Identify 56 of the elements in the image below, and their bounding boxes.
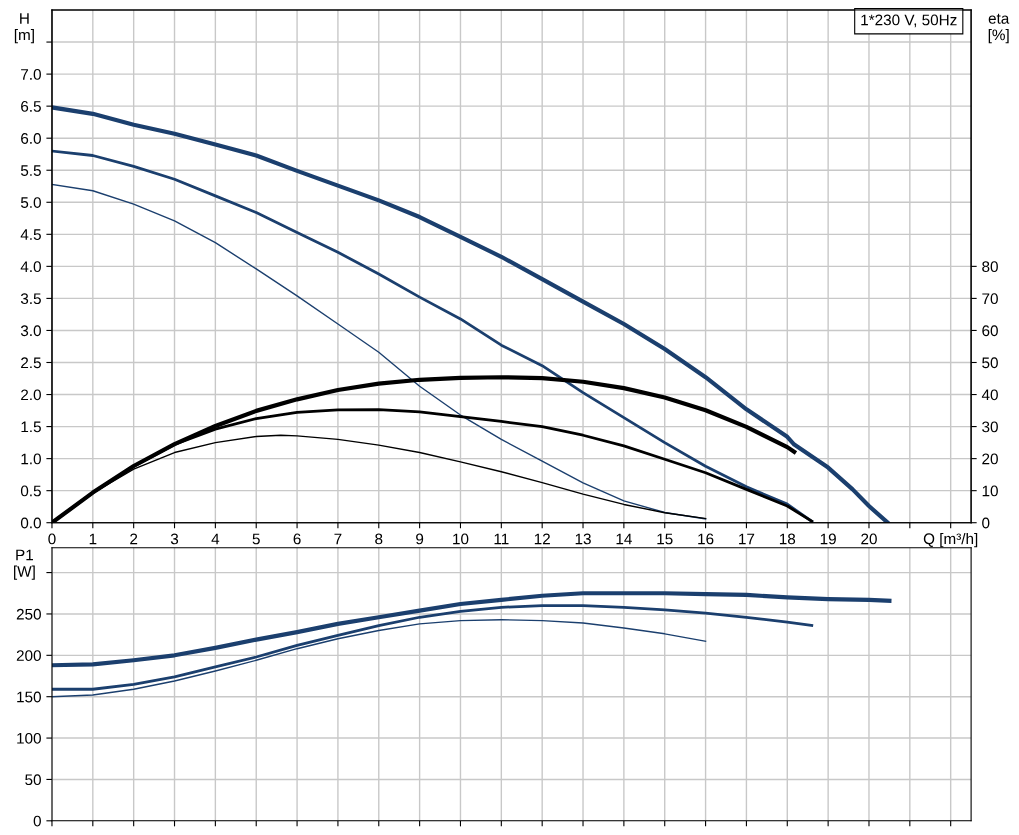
y2-tick-label: 70 xyxy=(982,293,998,305)
y-tick-label: 150 xyxy=(17,691,41,703)
y2-tick-label: 60 xyxy=(982,325,998,337)
y-tick-label: 4.5 xyxy=(20,229,41,241)
y-axis-title: P1 [W] xyxy=(14,549,35,580)
y2-tick-label: 20 xyxy=(982,453,998,465)
y-tick-label: 6.0 xyxy=(21,133,41,144)
x-tick-label: 7 xyxy=(334,533,342,545)
x-tick-label: 12 xyxy=(534,533,550,545)
x-tick-label: 15 xyxy=(657,533,673,545)
y-tick-label: 5.0 xyxy=(20,197,41,208)
y-tick-label: 100 xyxy=(17,732,41,744)
y2-tick-label: 80 xyxy=(982,261,998,273)
y-tick-label: 5.5 xyxy=(20,165,41,176)
x-tick-label: 0 xyxy=(48,533,56,545)
x-tick-label: 19 xyxy=(820,533,836,545)
x-tick-label: 11 xyxy=(494,533,509,545)
y-tick-label: 4.0 xyxy=(20,261,41,273)
x-axis-title: Q [m³/h] xyxy=(923,532,978,548)
x-tick-label: 16 xyxy=(698,533,714,545)
y2-tick-label: 30 xyxy=(982,421,998,433)
x-tick-label: 1 xyxy=(89,533,97,545)
y-tick-label: 3.5 xyxy=(20,293,41,305)
y-tick-label: 0 xyxy=(33,815,41,827)
x-tick-label: 6 xyxy=(293,533,301,545)
y2-tick-label: 50 xyxy=(982,357,998,369)
y-tick-label: 2.0 xyxy=(21,389,41,401)
x-tick-label: 3 xyxy=(170,533,179,545)
x-tick-label: 20 xyxy=(861,533,877,545)
y-tick-label: 1.0 xyxy=(21,453,41,465)
y2-tick-label: 10 xyxy=(982,485,998,497)
y-axis-title: H [m] xyxy=(14,13,34,44)
y-tick-label: 7.0 xyxy=(21,68,41,80)
x-tick-label: 4 xyxy=(211,533,220,545)
x-tick-label: 9 xyxy=(416,533,424,545)
y-tick-label: 50 xyxy=(25,774,41,786)
x-tick-label: 14 xyxy=(616,533,632,545)
y-tick-label: 0.5 xyxy=(20,485,41,497)
x-tick-label: 8 xyxy=(375,533,383,545)
y-tick-label: 1.5 xyxy=(21,421,41,433)
x-tick-label: 5 xyxy=(252,533,260,545)
y-tick-label: 3.0 xyxy=(20,325,41,337)
y-tick-label: 2.5 xyxy=(21,357,41,369)
annotation: 1*230 V, 50Hz xyxy=(861,14,957,28)
x-tick-label: 2 xyxy=(130,533,138,545)
x-tick-label: 10 xyxy=(453,533,469,545)
x-tick-label: 13 xyxy=(575,533,591,545)
y2-axis-title: eta [%] xyxy=(988,13,1010,44)
y-tick-label: 6.5 xyxy=(21,101,41,112)
y-tick-label: 250 xyxy=(16,608,41,620)
y2-tick-label: 40 xyxy=(981,389,998,401)
x-tick-label: 17 xyxy=(739,533,755,545)
x-tick-label: 18 xyxy=(779,533,796,545)
y-tick-label: 0.0 xyxy=(20,517,41,529)
y2-tick-label: 0 xyxy=(982,517,990,529)
y-tick-label: 200 xyxy=(16,650,41,662)
